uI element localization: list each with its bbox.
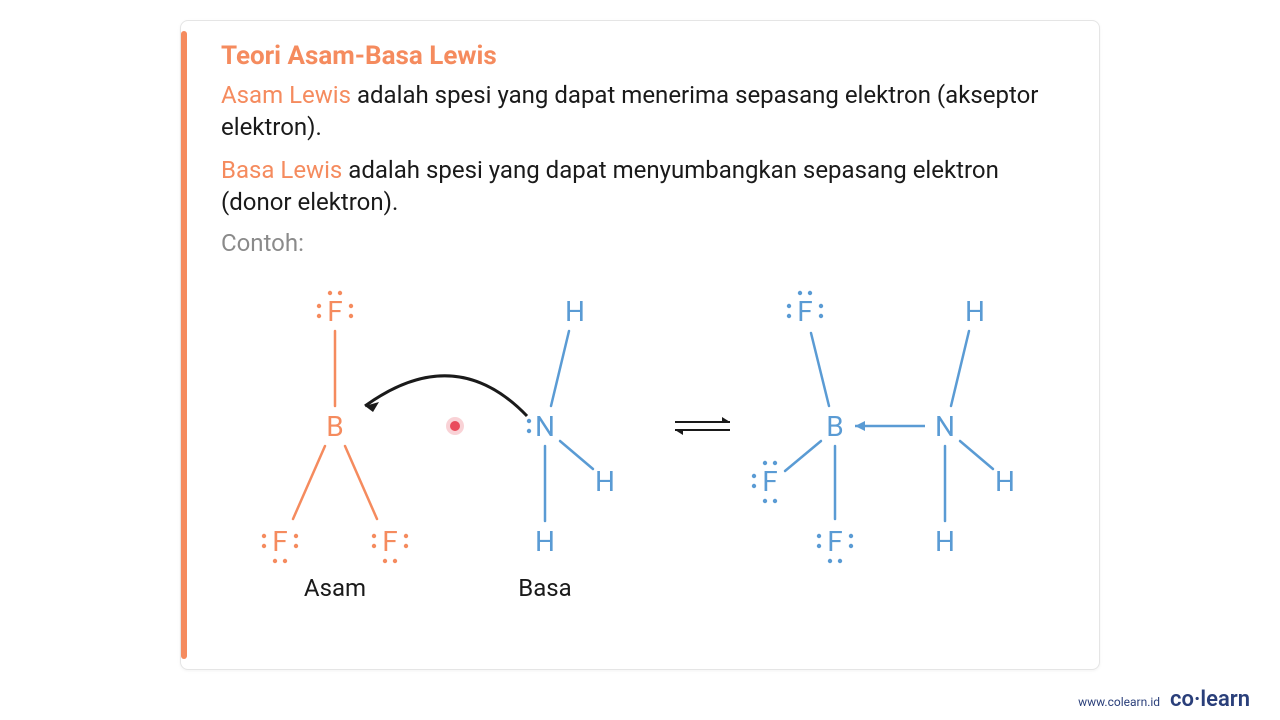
svg-text:Asam: Asam <box>304 574 366 602</box>
svg-text:F: F <box>827 525 842 558</box>
lewis-diagram: B F F F Asam N H H H Basa B F F F N H H H <box>221 261 1069 621</box>
svg-text:F: F <box>797 295 812 328</box>
brand-logo: co·learn <box>1170 687 1250 712</box>
footer-url: www.colearn.id <box>1078 695 1160 709</box>
content-card: Teori Asam-Basa Lewis Asam Lewis adalah … <box>180 20 1100 670</box>
svg-text:Basa: Basa <box>518 574 571 602</box>
svg-text:F: F <box>382 525 397 558</box>
basa-lewis-term: Basa Lewis <box>221 156 342 184</box>
svg-text:H: H <box>995 465 1015 498</box>
asam-lewis-term: Asam Lewis <box>221 81 351 109</box>
svg-text:H: H <box>565 295 585 328</box>
svg-text:B: B <box>826 410 843 443</box>
svg-text:B: B <box>326 410 343 443</box>
paragraph-basa: Basa Lewis adalah spesi yang dapat menyu… <box>221 154 1069 219</box>
svg-text:N: N <box>935 410 955 443</box>
svg-text:F: F <box>327 295 342 328</box>
accent-bar <box>181 31 187 659</box>
svg-text:F: F <box>762 465 777 498</box>
svg-text:H: H <box>535 525 555 558</box>
footer: www.colearn.id co·learn <box>1078 687 1250 712</box>
paragraph-asam: Asam Lewis adalah spesi yang dapat mener… <box>221 79 1069 144</box>
svg-text:H: H <box>595 465 615 498</box>
svg-text:F: F <box>272 525 287 558</box>
svg-text:N: N <box>535 410 555 443</box>
title: Teori Asam-Basa Lewis <box>221 41 1069 71</box>
svg-text:H: H <box>935 525 955 558</box>
svg-text:H: H <box>965 295 985 328</box>
contoh-label: Contoh: <box>221 229 1069 257</box>
